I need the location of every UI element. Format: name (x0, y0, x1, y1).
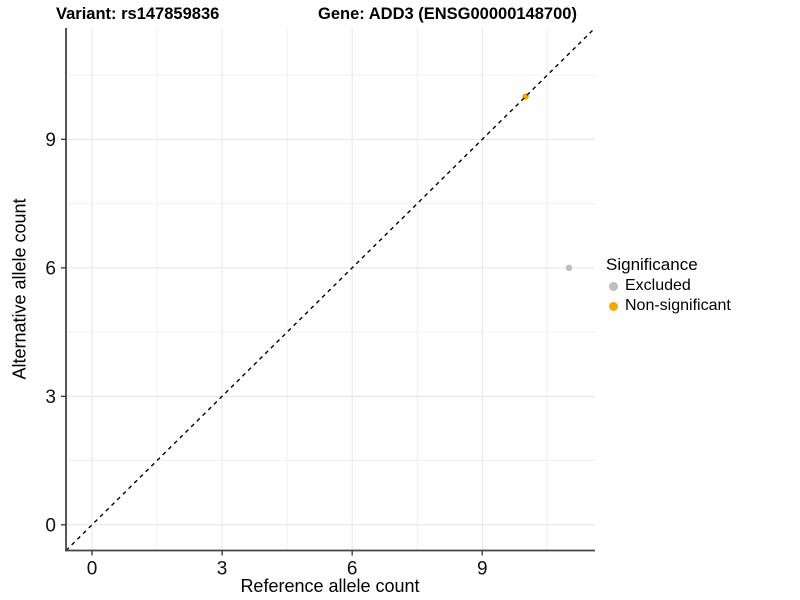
x-tick-label: 0 (87, 559, 98, 580)
excluded-swatch-icon (609, 281, 618, 291)
identity-dashed-line (65, 27, 596, 551)
y-tick-label: 0 (45, 515, 56, 536)
data-point-excluded (565, 264, 573, 272)
y-tick-label: 6 (45, 258, 56, 279)
y-tick-label: 9 (45, 130, 56, 151)
y-tick-label: 3 (45, 387, 56, 408)
x-tick-label: 6 (347, 559, 358, 580)
legend: Significance Excluded Non-significant (606, 254, 731, 316)
x-tick-label: 9 (477, 559, 488, 580)
legend-item-excluded: Excluded (606, 276, 731, 296)
non-significant-swatch-icon (609, 301, 618, 311)
legend-item-non-significant: Non-significant (606, 296, 731, 316)
gene-title: Gene: ADD3 (ENSG00000148700) (318, 5, 577, 23)
legend-item-label: Excluded (625, 277, 691, 294)
legend-title: Significance (606, 255, 698, 274)
variant-title: Variant: rs147859836 (56, 5, 220, 23)
x-tick-label: 3 (217, 559, 228, 580)
y-axis-label: Alternative allele count (9, 198, 30, 380)
x-axis-label: Reference allele count (240, 576, 420, 596)
legend-item-label: Non-significant (625, 297, 731, 314)
